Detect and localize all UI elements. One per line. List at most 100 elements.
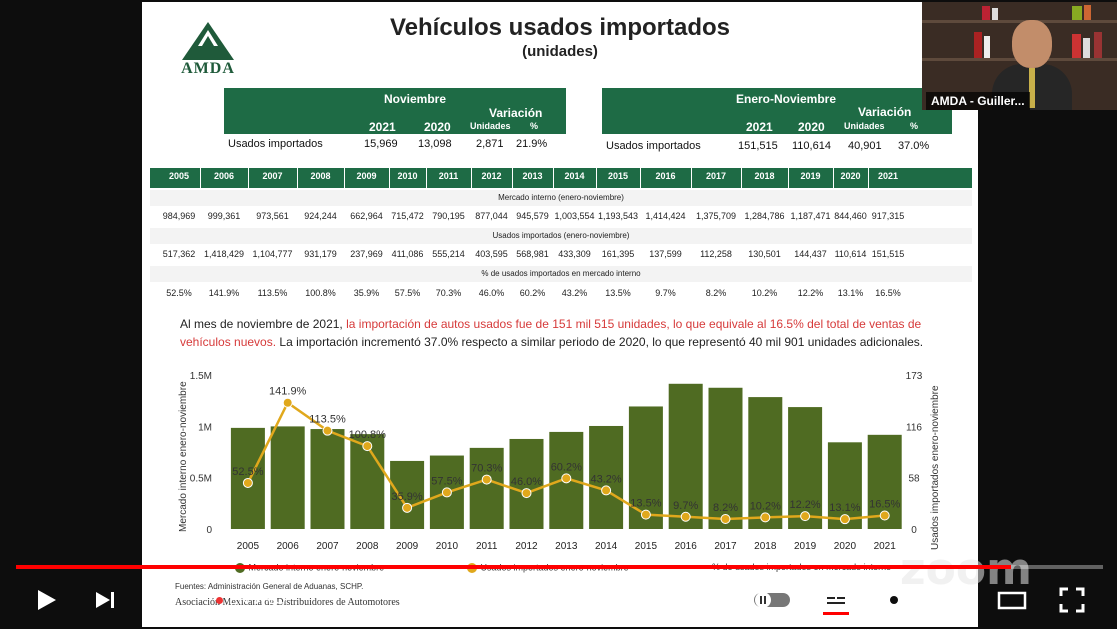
- fullscreen-icon: [1059, 587, 1085, 613]
- table-cell-imported: 931,179: [304, 249, 337, 259]
- source-organization: Asociación Mexicana de Distribuidores de…: [175, 597, 400, 608]
- pct-data-label: 13.1%: [829, 502, 860, 514]
- summary-variation-units: 2,871: [476, 138, 504, 150]
- play-icon: [38, 590, 56, 610]
- table-cell-imported: 411,086: [391, 249, 424, 259]
- point-usados-importados: [680, 511, 691, 522]
- volume-icon: [152, 590, 173, 610]
- book: [982, 6, 990, 20]
- x-tick-label: 2011: [476, 541, 498, 552]
- x-tick-label: 2019: [794, 541, 817, 552]
- summary-value-2020: 110,614: [792, 140, 831, 152]
- column-divider: [344, 168, 345, 188]
- table-cell-imported: 137,599: [649, 249, 682, 259]
- bar-mercado-interno: [668, 383, 703, 529]
- autoplay-toggle[interactable]: [752, 584, 792, 616]
- column-divider: [553, 168, 554, 188]
- column-divider: [788, 168, 789, 188]
- table-cell-imported: 517,362: [162, 249, 196, 259]
- table-cell-imported: 110,614: [834, 249, 867, 259]
- pct-data-label: 141.9%: [269, 386, 307, 398]
- progress-bar[interactable]: [16, 565, 1103, 569]
- fullscreen-button[interactable]: [1056, 584, 1088, 616]
- pct-data-label: 8.2%: [713, 502, 738, 514]
- summary-november-units-label: Unidades: [470, 121, 511, 131]
- summary-jan-nov-year-2021: 2021: [746, 120, 773, 134]
- webcam-tile: AMDA - Guiller...: [922, 2, 1117, 110]
- miniplayer-button[interactable]: [938, 584, 970, 616]
- volume-button[interactable]: [148, 584, 180, 616]
- table-row-imported: 517,362 1,418,429 1,104,777 931,179 237,969 4…: [150, 246, 972, 262]
- column-divider: [297, 168, 298, 188]
- year-header-cell: 2019: [800, 171, 821, 181]
- x-tick-label: 2018: [754, 541, 777, 552]
- y-left-tick-label: 0.5M: [190, 474, 212, 485]
- year-header-cell: 2012: [481, 171, 502, 181]
- presentation-slide: AMDA Vehículos usados importados (unidad…: [142, 2, 978, 627]
- summary-jan-nov-header: Enero-Noviembre Variación 2021 2020 Unid…: [602, 88, 952, 134]
- year-header-cell: 2006: [213, 171, 235, 181]
- progress-fill: [16, 565, 1011, 569]
- x-tick-label: 2010: [436, 541, 459, 552]
- summary-paragraph: Al mes de noviembre de 2021, la importac…: [180, 315, 950, 351]
- slide-title: Vehículos usados importados: [389, 14, 731, 41]
- summary-row-label: Usados importados: [606, 140, 701, 152]
- table-row-internal: 984,969 999,361 973,561 924,244 662,964 715,4…: [150, 208, 972, 224]
- x-tick-label: 2015: [635, 541, 658, 552]
- x-tick-label: 2013: [555, 541, 578, 552]
- y-right-tick-label: 116: [906, 422, 922, 433]
- table-cell-internal: 973,561: [256, 211, 289, 221]
- column-divider: [512, 168, 513, 188]
- year-header-cell: 2010: [397, 171, 418, 181]
- x-tick-label: 2008: [356, 541, 379, 552]
- table-cell-internal: 877,044: [475, 211, 508, 221]
- pct-data-label: 70.3%: [471, 463, 502, 475]
- year-header-cell: 2009: [356, 171, 377, 181]
- subtitles-button[interactable]: [820, 584, 852, 616]
- summary-november-title: Noviembre: [384, 92, 447, 106]
- summary-value-2021: 15,969: [364, 138, 398, 150]
- summary-november-year-2021: 2021: [369, 120, 396, 134]
- paragraph-intro: Al mes de noviembre de 2021,: [180, 317, 347, 331]
- x-tick-label: 2009: [396, 541, 419, 552]
- play-button[interactable]: [30, 584, 62, 616]
- table-cell-internal: 1,003,554: [554, 211, 595, 221]
- x-tick-label: 2012: [515, 541, 538, 552]
- miniplayer-icon: [940, 589, 968, 611]
- amda-logo: AMDA: [172, 20, 244, 80]
- bar-mercado-interno: [509, 438, 544, 529]
- autoplay-toggle-icon: [754, 592, 790, 608]
- live-indicator[interactable]: EN VIVO: [216, 591, 286, 607]
- table-cell-internal: 1,193,543: [597, 211, 639, 221]
- year-header-cell: 2005: [168, 171, 190, 181]
- year-header-cell: 2014: [564, 171, 585, 181]
- bar-mercado-interno: [469, 447, 504, 529]
- column-divider: [471, 168, 472, 188]
- table-cell-pct: 16.5%: [875, 288, 901, 298]
- book: [1072, 34, 1081, 58]
- logo-text: AMDA: [181, 60, 235, 77]
- table-cell-imported: 433,309: [558, 249, 591, 259]
- table-year-header: 2005 2006 2007 2008 2009 2010 2011 2012 2013 2014…: [150, 168, 972, 188]
- live-label: EN VIVO: [229, 591, 286, 607]
- next-button[interactable]: [90, 584, 122, 616]
- bar-mercado-interno: [270, 426, 305, 529]
- settings-button[interactable]: [878, 584, 910, 616]
- slide-subtitle: (unidades): [522, 43, 598, 60]
- book: [974, 32, 982, 58]
- book: [1083, 38, 1090, 58]
- summary-november-header: Noviembre Variación 2021 2020 Unidades %: [224, 88, 566, 134]
- point-usados-importados: [839, 514, 850, 525]
- table-cell-imported: 237,969: [350, 249, 383, 259]
- theater-mode-button[interactable]: [996, 584, 1028, 616]
- year-header-cell: 2016: [655, 171, 676, 181]
- year-header-cell: 2020: [840, 171, 861, 181]
- bar-mercado-interno: [748, 397, 783, 529]
- point-usados-importados: [601, 485, 612, 496]
- point-usados-importados: [402, 502, 413, 513]
- summary-november-row: Usados importados 15,969 13,098 2,871 21…: [224, 138, 566, 152]
- table-cell-pct: 52.5%: [166, 288, 192, 298]
- x-tick-label: 2014: [595, 541, 618, 552]
- pct-data-label: 43.2%: [590, 473, 621, 485]
